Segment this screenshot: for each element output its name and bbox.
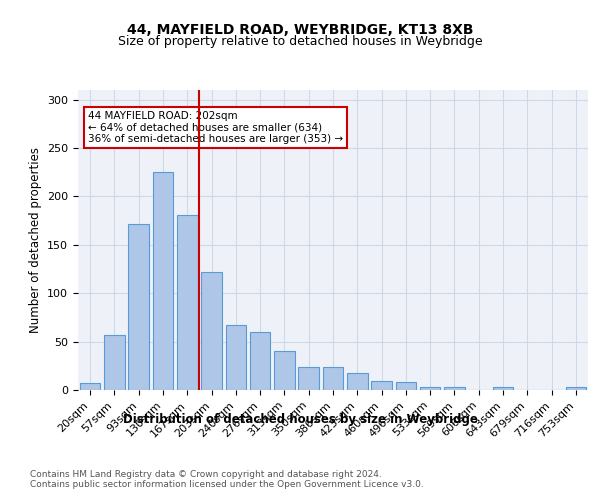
- Bar: [566, 387, 586, 390]
- Bar: [493, 387, 514, 390]
- Bar: [177, 215, 197, 390]
- Bar: [128, 224, 149, 390]
- Text: Distribution of detached houses by size in Weybridge: Distribution of detached houses by size …: [122, 412, 478, 426]
- Bar: [250, 332, 271, 390]
- Bar: [201, 272, 222, 390]
- Bar: [323, 367, 343, 390]
- Bar: [104, 335, 125, 390]
- Text: Contains HM Land Registry data © Crown copyright and database right 2024.
Contai: Contains HM Land Registry data © Crown c…: [30, 470, 424, 490]
- Bar: [347, 372, 368, 390]
- Bar: [395, 382, 416, 390]
- Bar: [298, 367, 319, 390]
- Bar: [226, 325, 246, 390]
- Bar: [420, 387, 440, 390]
- Bar: [274, 352, 295, 390]
- Bar: [371, 382, 392, 390]
- Y-axis label: Number of detached properties: Number of detached properties: [29, 147, 41, 333]
- Bar: [152, 172, 173, 390]
- Text: 44, MAYFIELD ROAD, WEYBRIDGE, KT13 8XB: 44, MAYFIELD ROAD, WEYBRIDGE, KT13 8XB: [127, 22, 473, 36]
- Text: Size of property relative to detached houses in Weybridge: Size of property relative to detached ho…: [118, 35, 482, 48]
- Text: 44 MAYFIELD ROAD: 202sqm
← 64% of detached houses are smaller (634)
36% of semi-: 44 MAYFIELD ROAD: 202sqm ← 64% of detach…: [88, 111, 343, 144]
- Bar: [444, 387, 465, 390]
- Bar: [80, 383, 100, 390]
